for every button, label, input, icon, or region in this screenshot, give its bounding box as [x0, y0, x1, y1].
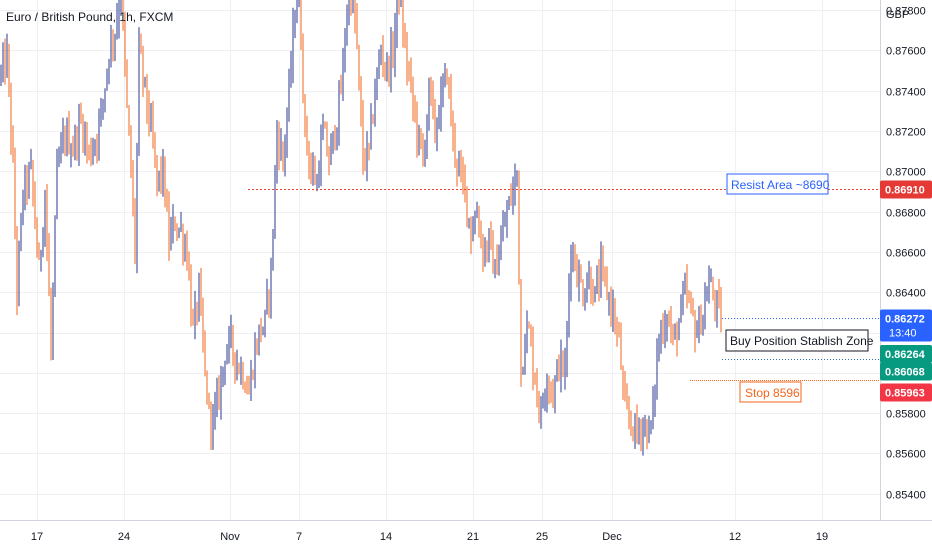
stop-price-badge: 0.85963 — [880, 383, 932, 402]
stop-annotation[interactable]: Stop 8596 — [739, 381, 802, 403]
x-tick-label: 7 — [296, 531, 302, 543]
buy-price-badge: 0.86264 — [880, 345, 932, 363]
y-tick-label: 0.85600 — [886, 449, 926, 461]
x-tick-label: 25 — [536, 531, 548, 543]
buy-low-badge-bg — [880, 362, 932, 381]
x-tick-label: 19 — [816, 531, 828, 543]
levels — [248, 189, 880, 381]
y-axis-ticks[interactable]: 0.87800 0.87600 0.87400 0.87200 0.87000 0.868… — [886, 6, 926, 502]
buy-annotation-box — [725, 329, 869, 352]
x-tick-label: 14 — [380, 531, 392, 543]
current-badge-text: 0.86272 — [885, 314, 925, 326]
stop-annotation-box — [739, 381, 802, 403]
x-tick-label: Nov — [220, 531, 240, 543]
buy-annotation[interactable]: Buy Position Stablish Zone — [725, 329, 874, 352]
resist-price-badge: 0.86910 — [880, 180, 932, 199]
y-tick-label: 0.86800 — [886, 208, 926, 220]
currency-label: GBP — [886, 9, 909, 21]
buy-low-price-badge: 0.86068 — [880, 362, 932, 381]
y-tick-label: 0.87600 — [886, 46, 926, 58]
x-axis-ticks[interactable]: 17 24 Nov 7 14 21 25 Dec 12 19 — [31, 531, 828, 543]
resist-annotation-label: Resist Area ~8690 — [731, 178, 830, 192]
x-tick-label: 24 — [118, 531, 130, 543]
y-tick-label: 0.87400 — [886, 87, 926, 99]
resist-badge-bg — [880, 180, 932, 199]
y-tick-label: 0.87800 — [886, 6, 926, 18]
candles — [0, 0, 722, 456]
stop-annotation-label: Stop 8596 — [745, 386, 800, 400]
current-price-badge: 0.86272 13:40 — [880, 309, 932, 342]
chart-title: Euro / British Pound, 1h, FXCM — [6, 10, 173, 24]
y-tick-label: 0.86600 — [886, 248, 926, 260]
x-tick-label: 17 — [31, 531, 43, 543]
buy-badge-bg — [880, 345, 932, 363]
buy-low-badge-text: 0.86068 — [885, 367, 925, 379]
resist-badge-text: 0.86910 — [885, 185, 925, 197]
grid — [0, 0, 880, 520]
current-badge-bg — [880, 309, 932, 342]
x-tick-label: 21 — [467, 531, 479, 543]
buy-annotation-label: Buy Position Stablish Zone — [730, 334, 874, 348]
y-tick-label: 0.87200 — [886, 127, 926, 139]
resist-annotation[interactable]: Resist Area ~8690 — [726, 173, 830, 195]
x-tick-label: Dec — [602, 531, 622, 543]
y-tick-label: 0.85800 — [886, 409, 926, 421]
stop-badge-bg — [880, 383, 932, 402]
buy-badge-text: 0.86264 — [885, 349, 926, 361]
x-tick-label: 12 — [729, 531, 741, 543]
y-tick-label: 0.85400 — [886, 490, 926, 502]
y-tick-label: 0.87000 — [886, 167, 926, 179]
stop-badge-text: 0.85963 — [885, 388, 925, 400]
countdown-text: 13:40 — [889, 328, 917, 340]
y-tick-label: 0.86400 — [886, 288, 926, 300]
resist-annotation-box — [726, 173, 829, 195]
